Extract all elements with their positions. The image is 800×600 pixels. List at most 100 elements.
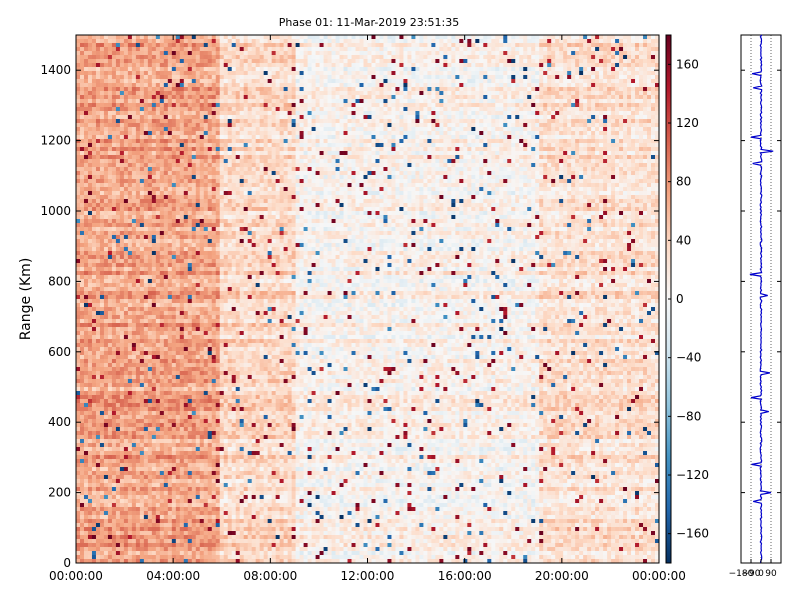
heatmap-cell — [423, 63, 427, 67]
heatmap-cell — [156, 107, 160, 111]
heatmap-cell — [551, 159, 555, 163]
heatmap-cell — [515, 39, 519, 43]
heatmap-cell — [360, 115, 364, 119]
heatmap-cell — [627, 139, 631, 143]
heatmap-cell — [451, 55, 455, 59]
heatmap-cell — [216, 107, 220, 111]
heatmap-cell — [252, 127, 256, 131]
heatmap-cell — [292, 39, 296, 43]
heatmap-cell — [507, 47, 511, 51]
heatmap-cell — [559, 147, 563, 151]
heatmap-cell — [164, 75, 168, 79]
heatmap-cell — [447, 95, 451, 99]
heatmap-cell — [172, 91, 176, 95]
heatmap-cell — [387, 135, 391, 139]
heatmap-cell — [296, 107, 300, 111]
heatmap-cell — [272, 91, 276, 95]
heatmap-cell — [112, 79, 116, 83]
heatmap-cell — [212, 147, 216, 151]
heatmap-cell — [387, 147, 391, 151]
heatmap-cell — [364, 147, 368, 151]
heatmap-cell — [188, 107, 192, 111]
heatmap-cell — [483, 87, 487, 91]
heatmap-cell — [304, 107, 308, 111]
heatmap-cell — [348, 43, 352, 47]
heatmap-cell — [164, 99, 168, 103]
heatmap-cell — [328, 67, 332, 71]
heatmap-cell — [383, 99, 387, 103]
heatmap-cell — [340, 95, 344, 99]
heatmap-cell — [192, 163, 196, 167]
heatmap-cell — [240, 119, 244, 123]
heatmap-cell — [607, 131, 611, 135]
heatmap-cell — [431, 127, 435, 131]
heatmap-cell — [539, 151, 543, 155]
heatmap-cell — [499, 147, 503, 151]
heatmap-cell — [336, 91, 340, 95]
heatmap-cell — [340, 71, 344, 75]
heatmap-cell — [551, 35, 555, 39]
heatmap-cell — [379, 123, 383, 127]
heatmap-cell — [164, 171, 168, 175]
heatmap-cell — [196, 67, 200, 71]
heatmap-cell — [152, 155, 156, 159]
heatmap-cell — [148, 39, 152, 43]
heatmap-cell — [120, 43, 124, 47]
heatmap-cell — [475, 87, 479, 91]
heatmap-cell — [559, 127, 563, 131]
heatmap-cell — [224, 123, 228, 127]
heatmap-cell — [395, 159, 399, 163]
heatmap-cell — [260, 123, 264, 127]
heatmap-cell — [607, 55, 611, 59]
heatmap-cell — [268, 119, 272, 123]
heatmap-cell — [188, 171, 192, 175]
heatmap-cell — [423, 139, 427, 143]
heatmap-cell — [364, 107, 368, 111]
heatmap-cell — [443, 63, 447, 67]
heatmap-cell — [120, 163, 124, 167]
heatmap-cell — [156, 115, 160, 119]
heatmap-cell — [268, 91, 272, 95]
heatmap-cell — [252, 91, 256, 95]
heatmap-cell — [451, 35, 455, 39]
heatmap-cell — [551, 131, 555, 135]
heatmap-cell — [168, 119, 172, 123]
heatmap-cell — [192, 107, 196, 111]
heatmap-cell — [379, 103, 383, 107]
heatmap-cell — [559, 87, 563, 91]
heatmap-cell — [160, 111, 164, 115]
heatmap-cell — [152, 83, 156, 87]
heatmap-cell — [288, 67, 292, 71]
heatmap-cell — [559, 63, 563, 67]
heatmap-cell — [511, 163, 515, 167]
heatmap-cell — [136, 111, 140, 115]
heatmap-cell — [188, 91, 192, 95]
heatmap-cell — [451, 91, 455, 95]
heatmap-cell — [643, 35, 647, 39]
heatmap-cell — [415, 127, 419, 131]
heatmap-cell — [519, 99, 523, 103]
heatmap-cell — [348, 111, 352, 115]
heatmap-cell — [124, 59, 128, 63]
heatmap-cell — [108, 43, 112, 47]
heatmap-cell — [487, 71, 491, 75]
heatmap-cell — [523, 43, 527, 47]
heatmap-cell — [619, 143, 623, 147]
heatmap-cell — [204, 139, 208, 143]
heatmap-cell — [152, 119, 156, 123]
heatmap-cell — [535, 167, 539, 171]
heatmap-cell — [427, 167, 431, 171]
heatmap-cell — [272, 115, 276, 119]
heatmap-cell — [108, 111, 112, 115]
heatmap-cell — [623, 39, 627, 43]
heatmap-cell — [615, 95, 619, 99]
heatmap-cell — [423, 159, 427, 163]
heatmap-cell — [308, 87, 312, 91]
heatmap-cell — [100, 87, 104, 91]
heatmap-cell — [455, 43, 459, 47]
heatmap-cell — [344, 71, 348, 75]
heatmap-cell — [527, 71, 531, 75]
heatmap-cell — [371, 79, 375, 83]
heatmap-cell — [76, 147, 80, 151]
heatmap-cell — [156, 47, 160, 51]
